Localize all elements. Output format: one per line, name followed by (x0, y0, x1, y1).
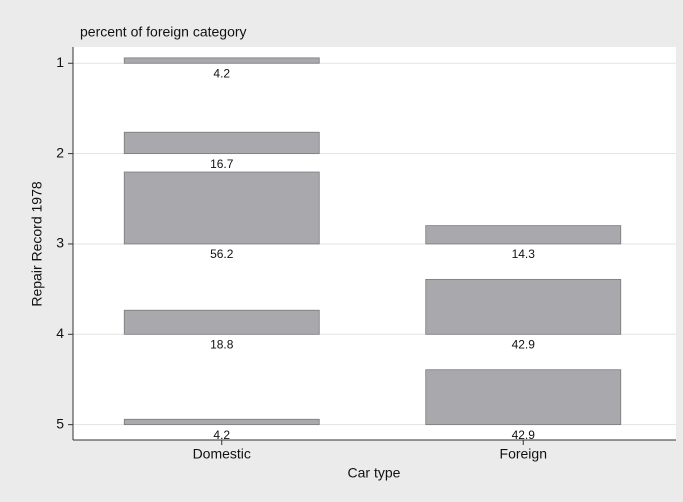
bar (123, 131, 320, 155)
y-tick-label: 5 (56, 415, 64, 431)
value-label: 18.8 (210, 337, 234, 351)
value-label: 4.2 (213, 66, 230, 80)
chart-title: percent of foreign category (80, 24, 247, 40)
value-label: 42.9 (512, 428, 536, 442)
value-label: 4.2 (213, 428, 230, 442)
bar (123, 57, 320, 64)
value-label: 42.9 (512, 337, 536, 351)
y-tick-label: 2 (56, 144, 64, 160)
y-tick-label: 1 (56, 54, 64, 70)
bar (123, 309, 320, 335)
y-axis-label: Repair Record 1978 (29, 181, 45, 307)
x-tick-label: Domestic (193, 446, 251, 462)
x-axis-label: Car type (348, 465, 401, 481)
value-label: 16.7 (210, 157, 234, 171)
bar (123, 418, 320, 426)
y-tick-label: 3 (56, 235, 64, 251)
bar (425, 225, 622, 245)
x-tick-label: Foreign (500, 446, 547, 462)
bar (123, 171, 320, 245)
y-tick-label: 4 (56, 325, 64, 341)
value-label: 14.3 (512, 247, 536, 261)
bar (425, 278, 622, 335)
bar (425, 369, 622, 426)
value-label: 56.2 (210, 247, 234, 261)
